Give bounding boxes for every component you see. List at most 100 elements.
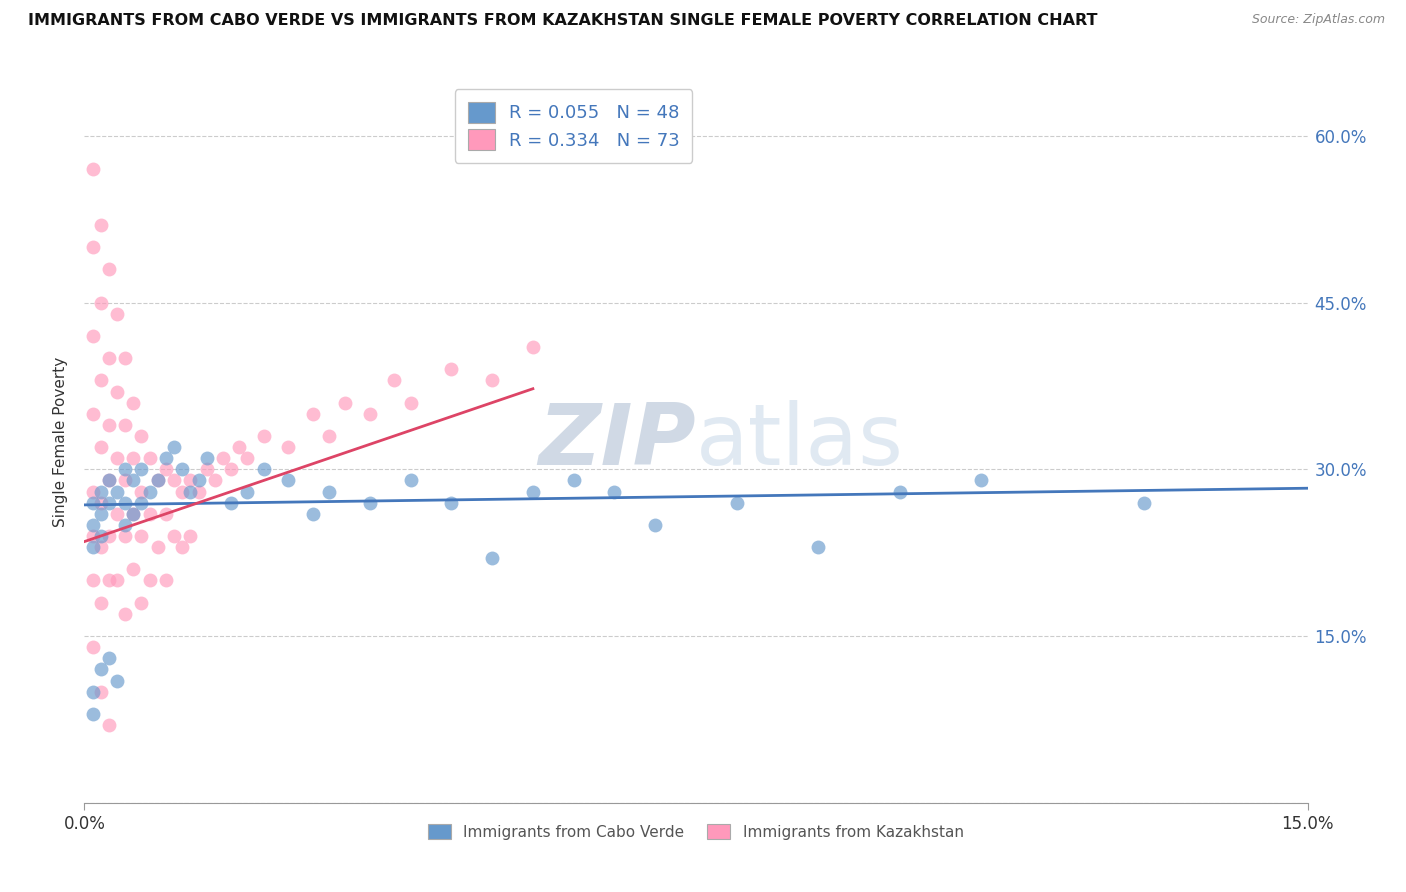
Immigrants from Cabo Verde	[301, 507, 323, 521]
Immigrants from Kazakhstan	[82, 484, 104, 499]
Immigrants from Cabo Verde	[399, 474, 422, 488]
Immigrants from Kazakhstan	[301, 407, 323, 421]
Immigrants from Cabo Verde	[889, 484, 911, 499]
Immigrants from Kazakhstan	[82, 329, 104, 343]
Immigrants from Kazakhstan	[122, 395, 145, 409]
Immigrants from Kazakhstan	[97, 351, 120, 366]
Immigrants from Kazakhstan	[131, 529, 153, 543]
Immigrants from Kazakhstan	[172, 484, 194, 499]
Immigrants from Cabo Verde	[90, 507, 112, 521]
Immigrants from Kazakhstan	[440, 362, 463, 376]
Immigrants from Cabo Verde	[562, 474, 585, 488]
Immigrants from Kazakhstan	[97, 718, 120, 732]
Immigrants from Cabo Verde	[90, 662, 112, 676]
Immigrants from Kazakhstan	[187, 484, 209, 499]
Immigrants from Kazakhstan	[105, 451, 128, 466]
Text: IMMIGRANTS FROM CABO VERDE VS IMMIGRANTS FROM KAZAKHSTAN SINGLE FEMALE POVERTY C: IMMIGRANTS FROM CABO VERDE VS IMMIGRANTS…	[28, 13, 1098, 29]
Immigrants from Kazakhstan	[138, 451, 160, 466]
Immigrants from Kazakhstan	[172, 540, 194, 554]
Immigrants from Kazakhstan	[481, 373, 503, 387]
Immigrants from Cabo Verde	[172, 462, 194, 476]
Immigrants from Kazakhstan	[146, 474, 169, 488]
Immigrants from Cabo Verde	[138, 484, 160, 499]
Immigrants from Kazakhstan	[212, 451, 235, 466]
Immigrants from Cabo Verde	[318, 484, 340, 499]
Immigrants from Cabo Verde	[359, 496, 381, 510]
Immigrants from Cabo Verde	[82, 517, 104, 532]
Immigrants from Kazakhstan	[155, 507, 177, 521]
Y-axis label: Single Female Poverty: Single Female Poverty	[53, 357, 69, 526]
Immigrants from Kazakhstan	[97, 574, 120, 588]
Legend: Immigrants from Cabo Verde, Immigrants from Kazakhstan: Immigrants from Cabo Verde, Immigrants f…	[422, 818, 970, 846]
Immigrants from Kazakhstan	[155, 574, 177, 588]
Immigrants from Cabo Verde	[970, 474, 993, 488]
Immigrants from Cabo Verde	[114, 462, 136, 476]
Immigrants from Cabo Verde	[114, 517, 136, 532]
Immigrants from Kazakhstan	[382, 373, 405, 387]
Immigrants from Kazakhstan	[195, 462, 218, 476]
Text: Source: ZipAtlas.com: Source: ZipAtlas.com	[1251, 13, 1385, 27]
Immigrants from Cabo Verde	[725, 496, 748, 510]
Immigrants from Kazakhstan	[122, 507, 145, 521]
Immigrants from Kazakhstan	[236, 451, 259, 466]
Immigrants from Cabo Verde	[122, 507, 145, 521]
Immigrants from Kazakhstan	[399, 395, 422, 409]
Immigrants from Kazakhstan	[114, 607, 136, 621]
Immigrants from Kazakhstan	[82, 640, 104, 655]
Immigrants from Kazakhstan	[131, 484, 153, 499]
Immigrants from Cabo Verde	[155, 451, 177, 466]
Immigrants from Kazakhstan	[90, 373, 112, 387]
Immigrants from Kazakhstan	[90, 218, 112, 232]
Immigrants from Cabo Verde	[603, 484, 626, 499]
Immigrants from Cabo Verde	[807, 540, 830, 554]
Immigrants from Kazakhstan	[219, 462, 242, 476]
Immigrants from Cabo Verde	[146, 474, 169, 488]
Immigrants from Kazakhstan	[522, 340, 544, 354]
Immigrants from Kazakhstan	[122, 562, 145, 576]
Immigrants from Kazakhstan	[138, 574, 160, 588]
Immigrants from Kazakhstan	[318, 429, 340, 443]
Immigrants from Cabo Verde	[131, 496, 153, 510]
Immigrants from Cabo Verde	[82, 684, 104, 698]
Immigrants from Cabo Verde	[131, 462, 153, 476]
Immigrants from Kazakhstan	[114, 351, 136, 366]
Immigrants from Cabo Verde	[187, 474, 209, 488]
Immigrants from Kazakhstan	[131, 596, 153, 610]
Immigrants from Kazakhstan	[204, 474, 226, 488]
Immigrants from Cabo Verde	[97, 474, 120, 488]
Text: ZIP: ZIP	[538, 400, 696, 483]
Immigrants from Cabo Verde	[440, 496, 463, 510]
Immigrants from Cabo Verde	[179, 484, 201, 499]
Immigrants from Cabo Verde	[1133, 496, 1156, 510]
Immigrants from Kazakhstan	[90, 540, 112, 554]
Immigrants from Kazakhstan	[163, 529, 186, 543]
Immigrants from Cabo Verde	[97, 496, 120, 510]
Immigrants from Kazakhstan	[105, 307, 128, 321]
Immigrants from Cabo Verde	[82, 706, 104, 721]
Immigrants from Kazakhstan	[90, 596, 112, 610]
Immigrants from Kazakhstan	[105, 574, 128, 588]
Immigrants from Cabo Verde	[114, 496, 136, 510]
Immigrants from Cabo Verde	[82, 540, 104, 554]
Immigrants from Kazakhstan	[82, 407, 104, 421]
Immigrants from Kazakhstan	[114, 529, 136, 543]
Immigrants from Cabo Verde	[236, 484, 259, 499]
Immigrants from Cabo Verde	[90, 529, 112, 543]
Immigrants from Cabo Verde	[105, 484, 128, 499]
Immigrants from Kazakhstan	[122, 451, 145, 466]
Immigrants from Cabo Verde	[163, 440, 186, 454]
Immigrants from Kazakhstan	[114, 417, 136, 432]
Immigrants from Kazakhstan	[114, 474, 136, 488]
Immigrants from Kazakhstan	[105, 384, 128, 399]
Immigrants from Kazakhstan	[131, 429, 153, 443]
Immigrants from Cabo Verde	[481, 551, 503, 566]
Immigrants from Cabo Verde	[122, 474, 145, 488]
Immigrants from Kazakhstan	[90, 496, 112, 510]
Text: atlas: atlas	[696, 400, 904, 483]
Immigrants from Kazakhstan	[179, 474, 201, 488]
Immigrants from Kazakhstan	[90, 684, 112, 698]
Immigrants from Kazakhstan	[253, 429, 276, 443]
Immigrants from Kazakhstan	[82, 574, 104, 588]
Immigrants from Cabo Verde	[219, 496, 242, 510]
Immigrants from Kazakhstan	[82, 529, 104, 543]
